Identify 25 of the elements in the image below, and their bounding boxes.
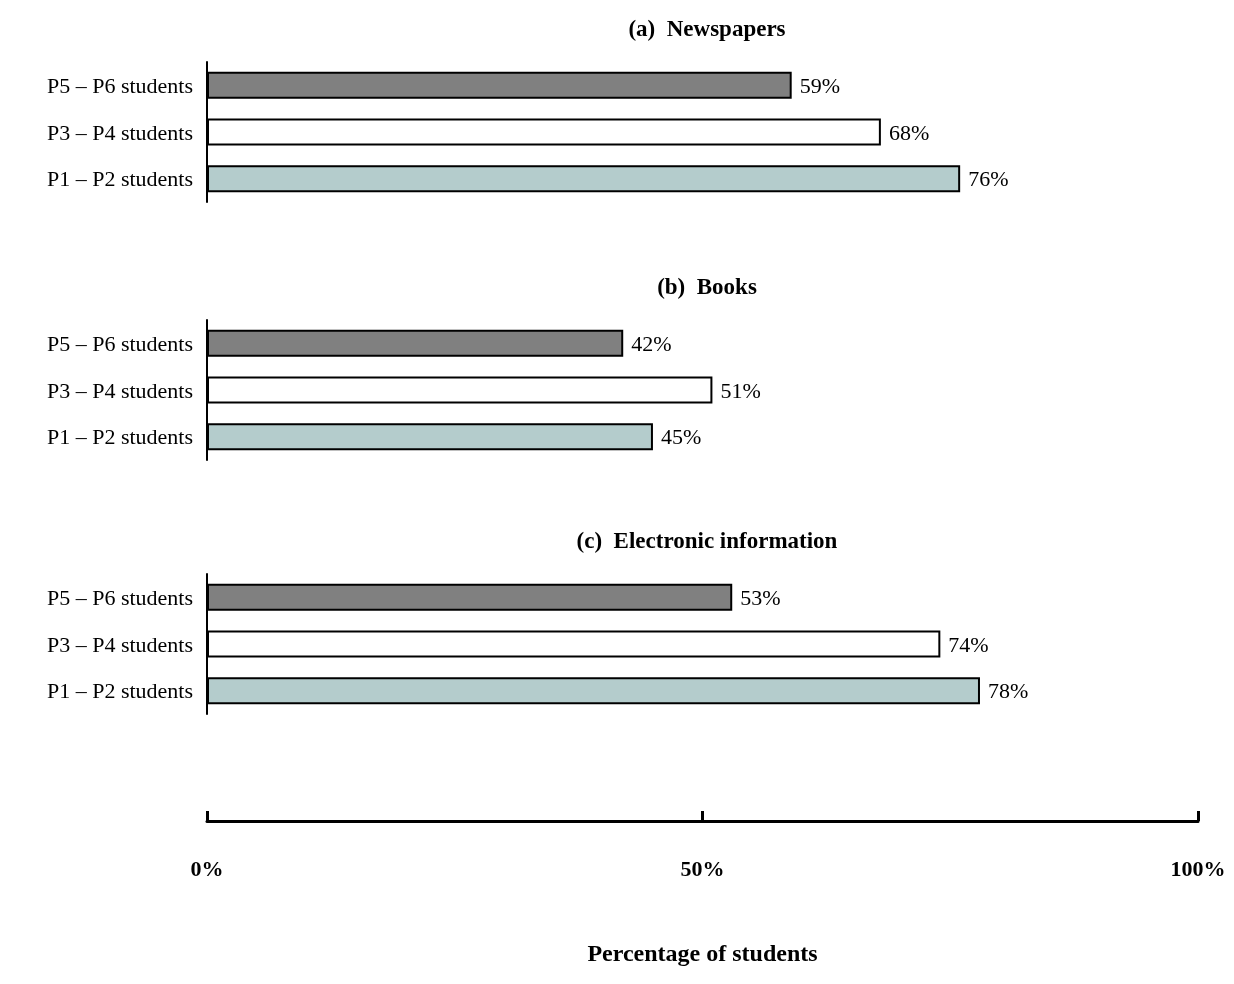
- y-tick-label: P3 – P4 students: [46, 631, 193, 657]
- data-label: 53%: [740, 584, 781, 610]
- data-label: 59%: [799, 72, 841, 98]
- chart-title: (b) Books: [657, 274, 757, 299]
- chart-title: (c) Electronic information: [576, 528, 838, 553]
- data-label: 45%: [660, 424, 702, 450]
- x-tick-label: 50%: [680, 855, 725, 881]
- y-tick-label: P3 – P4 students: [46, 377, 193, 403]
- chart-title: (a) Newspapers: [628, 16, 786, 41]
- x-axis-title: Percentage of students: [587, 940, 818, 966]
- y-tick-label: P5 – P6 students: [46, 330, 193, 356]
- y-tick-label: P5 – P6 students: [46, 72, 193, 98]
- x-tick-label: 0%: [190, 855, 224, 881]
- data-label: 78%: [987, 678, 1029, 704]
- data-label: 51%: [720, 377, 761, 403]
- x-tick-label: 100%: [1170, 855, 1226, 881]
- data-label: 76%: [968, 166, 1009, 192]
- data-label: 68%: [888, 119, 930, 145]
- y-tick-label: P1 – P2 students: [46, 166, 193, 192]
- data-label: 42%: [631, 330, 672, 356]
- y-tick-label: P5 – P6 students: [46, 584, 193, 610]
- y-tick-label: P3 – P4 students: [46, 119, 193, 145]
- data-label: 74%: [948, 631, 989, 657]
- y-tick-label: P1 – P2 students: [46, 678, 193, 704]
- y-tick-label: P1 – P2 students: [46, 424, 193, 450]
